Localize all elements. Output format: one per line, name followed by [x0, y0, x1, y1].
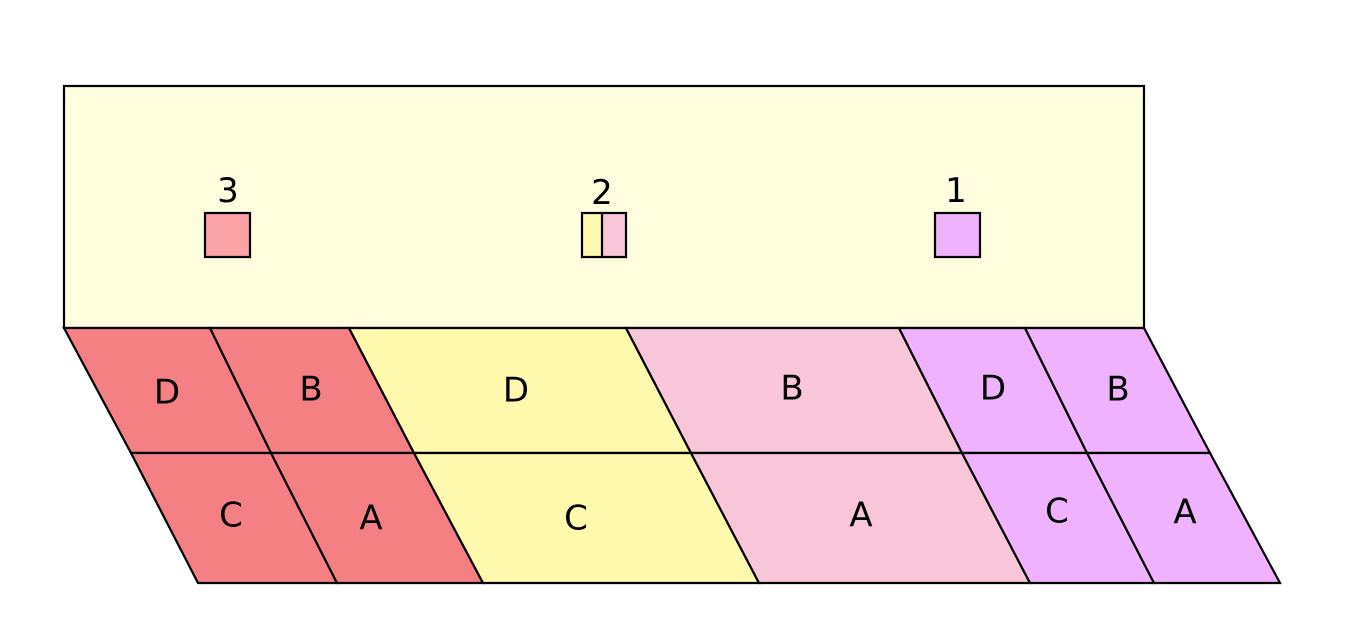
cell-top-5-label: D	[980, 369, 1006, 409]
marker-1-swatch	[933, 211, 982, 259]
marker-2-swatch-left	[582, 213, 602, 257]
cell-bottom-2-label: A	[359, 499, 382, 539]
marker-2: 2	[580, 173, 628, 259]
back-panel	[62, 84, 1146, 330]
marker-2-swatch-right	[602, 213, 626, 257]
cell-bottom-3-label: C	[564, 499, 588, 539]
cell-bottom-5-label: C	[1045, 492, 1069, 532]
cell-top-2-label: B	[299, 370, 322, 410]
marker-1-label: 1	[945, 171, 967, 211]
marker-3: 3	[203, 171, 252, 259]
cell-bottom-4-label: A	[849, 496, 872, 536]
marker-3-swatch	[203, 211, 252, 259]
marker-2-label: 2	[591, 173, 613, 213]
cell-top-1-label: D	[154, 373, 180, 413]
cell-top-3-label: D	[503, 371, 529, 411]
cell-bottom-6	[1085, 451, 1282, 585]
cell-bottom-6-label: A	[1173, 493, 1196, 533]
cell-bottom-1-label: C	[219, 496, 243, 536]
marker-3-label: 3	[217, 171, 239, 211]
marker-1: 1	[933, 171, 982, 259]
marker-2-swatch-border	[580, 211, 628, 259]
cell-top-6-label: B	[1106, 370, 1129, 410]
cell-top-4-label: B	[780, 369, 803, 409]
